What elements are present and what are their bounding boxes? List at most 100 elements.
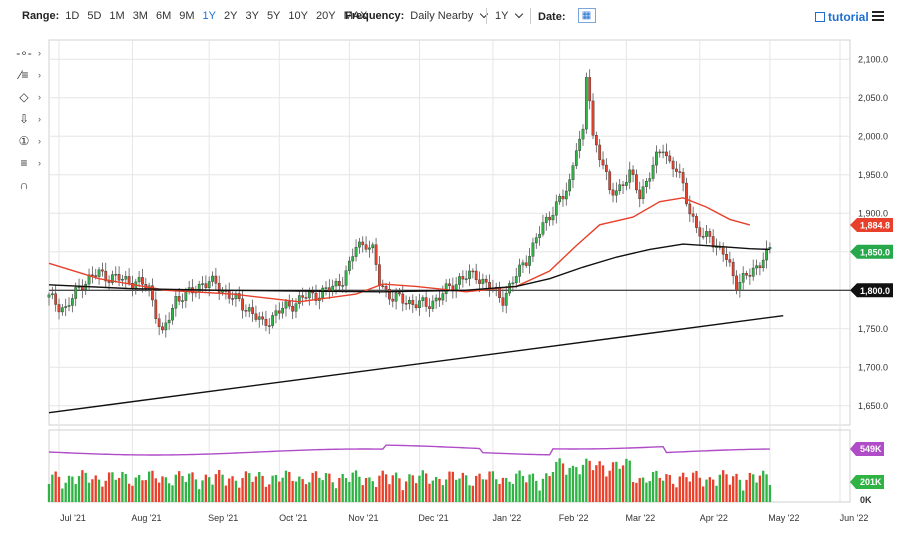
candle-body [421,297,425,301]
candle-body [358,241,361,248]
candle-body [504,292,508,306]
volume-bar [414,483,418,502]
volume-bar [498,483,501,502]
range-option[interactable]: 1D [65,10,80,22]
volume-bar [371,481,374,502]
frequency-dropdown[interactable]: Daily Nearby [410,9,489,22]
candle-body [464,278,468,280]
candle-body [117,274,121,281]
range-option[interactable]: 3Y [245,10,259,22]
volume-bar [488,471,491,502]
volume-bar [561,463,565,502]
candle-body [411,300,415,305]
drawing-tool[interactable]: ① › [16,130,46,152]
hamburger-menu-icon[interactable] [872,11,884,21]
candle-body [314,292,318,301]
candle-body [227,290,231,299]
candle-body [528,256,531,266]
volume-bar [598,461,601,502]
candle-body [478,279,481,284]
volume-frame [48,429,851,503]
trendline [48,314,784,414]
candle-body [311,291,315,294]
candle-body [174,296,178,309]
candle-body [461,276,465,280]
candle-body [104,270,108,282]
volume-bar [374,487,378,502]
volume-bar [515,473,518,502]
volume-bar [535,480,538,502]
volume-bar [101,486,104,502]
range-option[interactable]: 5D [87,10,102,22]
moving-average-layer [48,197,770,303]
candle-body [161,326,164,331]
candle-body [458,276,461,285]
volume-bar [525,482,528,502]
toolbar-divider [486,8,487,24]
volume-bar [635,482,638,502]
range-option[interactable]: 10Y [288,10,308,22]
y-tick-label: 2,100.0 [858,54,888,64]
candle-body [84,283,88,290]
candle-body [514,276,518,284]
price-badge [850,244,893,259]
fibonacci-icon: ≡ [20,156,28,170]
calendar-icon[interactable]: ▦ [577,8,596,23]
volume-bar [481,479,485,502]
frequency-selector: Frequency: Daily Nearby [345,9,489,22]
volume-bar [201,480,204,502]
range-option[interactable]: MAX [343,10,368,22]
drawing-tool[interactable]: ⁄≡ › [16,64,46,86]
volume-bar [735,473,738,502]
drawing-tool[interactable]: -∘- › [16,42,46,64]
candle-body [351,256,355,262]
volume-bar [147,471,151,502]
drawing-tool[interactable]: ⇩ › [16,108,46,130]
candle-body [551,214,555,221]
drawing-tool[interactable]: ∩ [16,174,46,196]
candle-body [164,322,168,331]
volume-bar [281,477,284,502]
candle-body [398,292,401,295]
range-option[interactable]: 2Y [224,10,238,22]
range-option[interactable]: 6M [155,10,172,22]
chevron-down-icon [480,9,489,19]
range-option[interactable]: 3M [132,10,148,22]
volume-bar [47,484,51,502]
candle-body [468,270,471,279]
range-option[interactable]: 20Y [315,10,336,22]
candle-body [671,160,675,170]
candle-body [591,100,595,136]
candle-body [598,144,602,161]
candle-body [121,278,124,281]
candle-body [541,222,545,235]
volume-bar [755,482,758,502]
drawing-tool[interactable]: ◇ › [16,86,46,108]
drawing-tool[interactable]: ≡ › [16,152,46,174]
volume-bar [608,470,611,502]
trendline-list-icon: ⁄≡ [19,68,29,82]
volume-bar [431,480,434,502]
candle-body [678,171,682,173]
volume-bar [71,476,74,502]
period-dropdown[interactable]: 1Y [495,9,524,22]
range-option[interactable]: 9M [179,10,195,22]
candle-body [641,186,645,200]
x-tick-label: Oct '21 [279,513,307,523]
range-option[interactable]: 1M [109,10,125,22]
candle-body [201,283,204,285]
volume-bar [208,477,211,502]
volume-bar [358,476,361,502]
range-option[interactable]: 1Y [202,10,216,22]
candle-body [568,179,572,192]
candle-body [378,264,381,286]
chart-grid [48,39,851,502]
range-option[interactable]: 5Y [266,10,281,22]
tutorial-link[interactable]: tutorial [815,10,869,24]
volume-bar [541,478,545,502]
volume-bar [752,474,755,502]
candle-body [124,276,128,280]
y-tick-label: 1,700.0 [858,362,888,372]
candle-body [337,280,341,286]
